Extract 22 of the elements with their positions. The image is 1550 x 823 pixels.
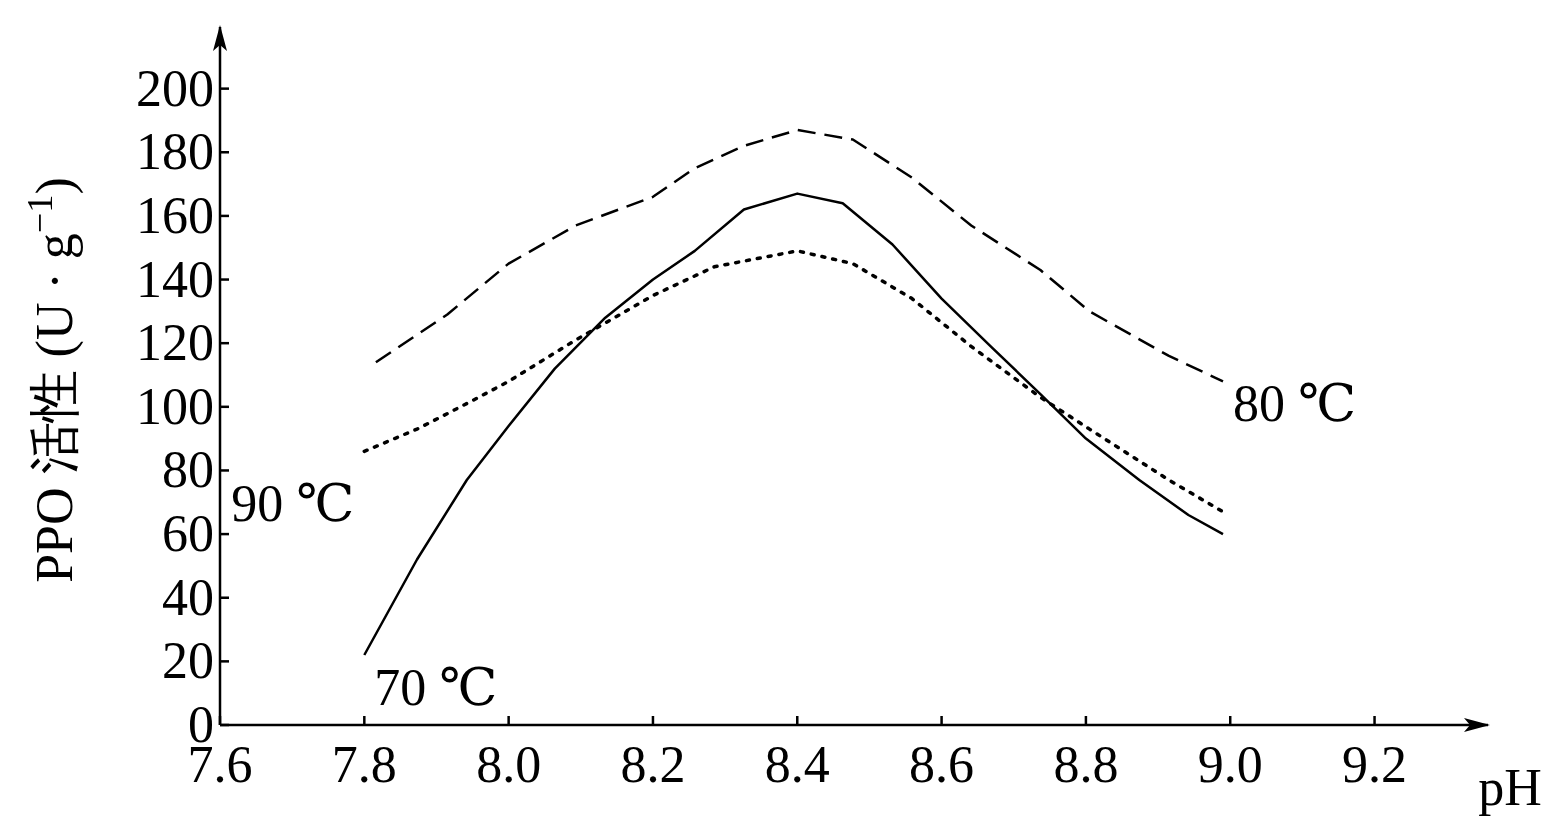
y-tick-label: 140 [136, 250, 214, 308]
x-tick-label: 8.8 [1053, 736, 1119, 793]
y-tick-label: 20 [162, 632, 214, 690]
x-tick-label: 8.6 [909, 736, 975, 793]
y-tick-label: 160 [136, 186, 214, 244]
y-tick-label: 200 [136, 59, 214, 117]
y-tick-label: 60 [162, 505, 214, 563]
y-tick-label: 180 [136, 123, 214, 181]
y-tick-label: 80 [162, 441, 214, 499]
x-axis-title: pH [1478, 759, 1542, 816]
y-tick-label: 100 [136, 377, 214, 435]
series-label: 90 ℃ [231, 475, 355, 533]
y-tick-label: 120 [136, 314, 214, 372]
x-tick-label: 9.2 [1342, 736, 1408, 793]
x-tick-label: 7.8 [331, 736, 397, 793]
series-label: 80 ℃ [1233, 375, 1357, 433]
x-tick-label: 9.0 [1197, 736, 1263, 793]
x-tick-label: 8.4 [764, 736, 830, 793]
y-tick-label: 40 [162, 568, 214, 626]
x-tick-label: 8.2 [620, 736, 686, 793]
series-label: 70 ℃ [374, 659, 498, 716]
x-tick-label: 8.0 [476, 736, 542, 793]
